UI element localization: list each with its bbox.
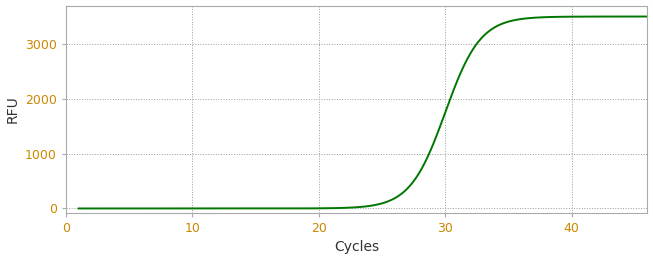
Y-axis label: RFU: RFU (6, 95, 20, 123)
X-axis label: Cycles: Cycles (334, 240, 379, 255)
